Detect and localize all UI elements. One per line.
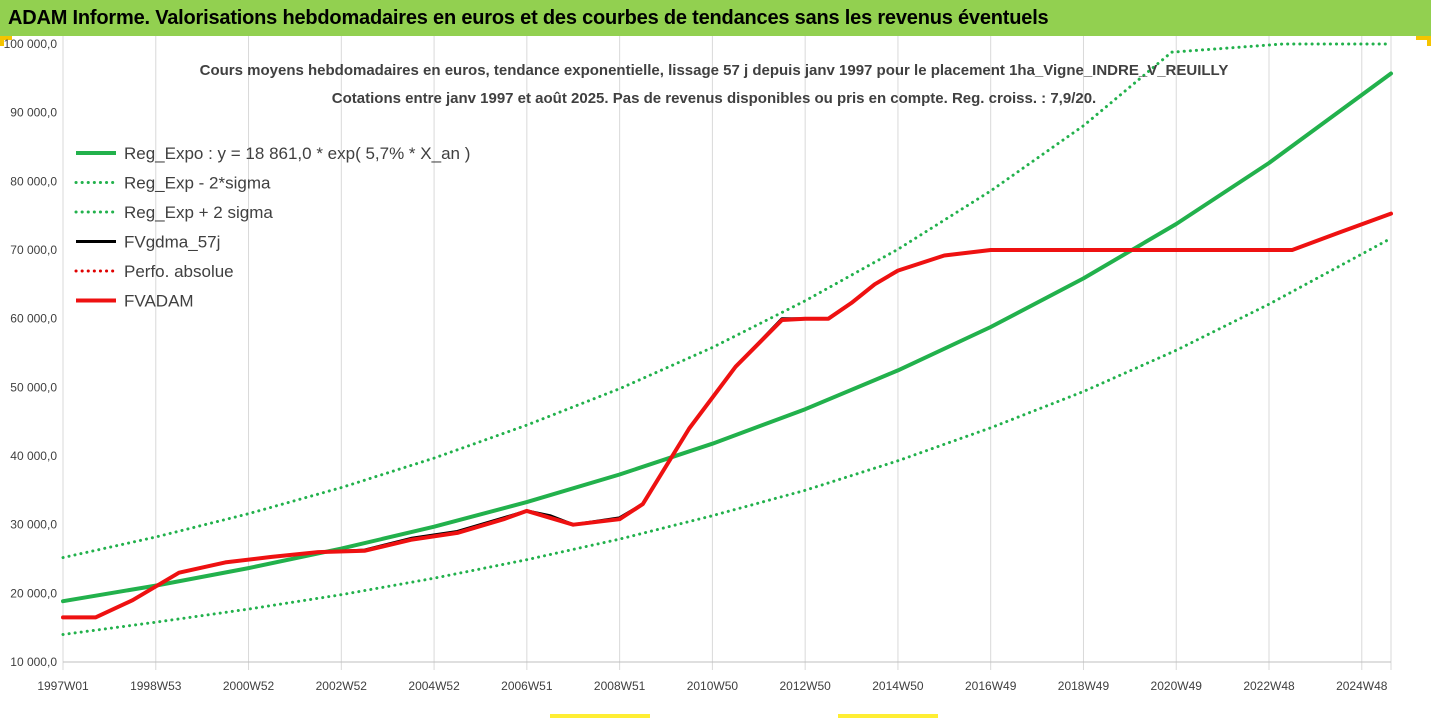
y-tick-label: 10 000,0 xyxy=(10,655,57,669)
chart-container: 10 000,0 20 000,0 30 000,0 40 000,0 50 000,0… xyxy=(0,36,1431,718)
chart-subtitle: Cotations entre janv 1997 et août 2025. … xyxy=(332,90,1096,107)
x-tick-label: 2022W48 xyxy=(1243,679,1295,693)
page-title: ADAM Informe. Valorisations hebdomadaire… xyxy=(8,6,1049,29)
y-tick-label: 80 000,0 xyxy=(10,174,57,188)
y-tick-label: 50 000,0 xyxy=(10,380,57,394)
x-tick-label: 2020W49 xyxy=(1151,679,1203,693)
x-tick-label: 2006W51 xyxy=(501,679,553,693)
x-tick-label: 2016W49 xyxy=(965,679,1017,693)
chart-title: Cours moyens hebdomadaires en euros, ten… xyxy=(200,62,1229,79)
x-tick-label: 2010W50 xyxy=(687,679,739,693)
x-tick-label: 2004W52 xyxy=(408,679,460,693)
series-line-0 xyxy=(61,71,1393,604)
legend-label-5: FVADAM xyxy=(124,292,194,311)
y-tick-label: 30 000,0 xyxy=(10,518,57,532)
series-line-1 xyxy=(61,236,1393,636)
legend-label-3: FVgdma_57j xyxy=(124,233,220,252)
y-tick-label: 100 000,0 xyxy=(4,37,58,51)
line-chart: 10 000,0 20 000,0 30 000,0 40 000,0 50 000,0… xyxy=(0,36,1431,718)
legend-label-1: Reg_Exp - 2*sigma xyxy=(124,174,271,193)
y-tick-label: 20 000,0 xyxy=(10,586,57,600)
legend-label-4: Perfo. absolue xyxy=(124,262,234,281)
x-tick-label: 1997W01 xyxy=(37,679,89,693)
x-tick-label: 2000W52 xyxy=(223,679,275,693)
legend-label-0: Reg_Expo : y = 18 861,0 * exp( 5,7% * X_… xyxy=(124,144,470,163)
y-tick-label: 40 000,0 xyxy=(10,449,57,463)
x-tick-label: 2002W52 xyxy=(316,679,368,693)
series-line-2 xyxy=(61,42,1393,560)
y-tick-label: 70 000,0 xyxy=(10,243,57,257)
x-tick-label: 2014W50 xyxy=(872,679,924,693)
x-tick-label: 2012W50 xyxy=(779,679,831,693)
x-tick-label: 2024W48 xyxy=(1336,679,1388,693)
x-tick-label: 1998W53 xyxy=(130,679,182,693)
y-tick-label: 60 000,0 xyxy=(10,312,57,326)
y-tick-label: 90 000,0 xyxy=(10,106,57,120)
header-banner: ADAM Informe. Valorisations hebdomadaire… xyxy=(0,0,1431,36)
series-line-5 xyxy=(61,211,1393,620)
x-tick-label: 2018W49 xyxy=(1058,679,1110,693)
legend-label-2: Reg_Exp + 2 sigma xyxy=(124,203,273,222)
x-tick-label: 2008W51 xyxy=(594,679,646,693)
